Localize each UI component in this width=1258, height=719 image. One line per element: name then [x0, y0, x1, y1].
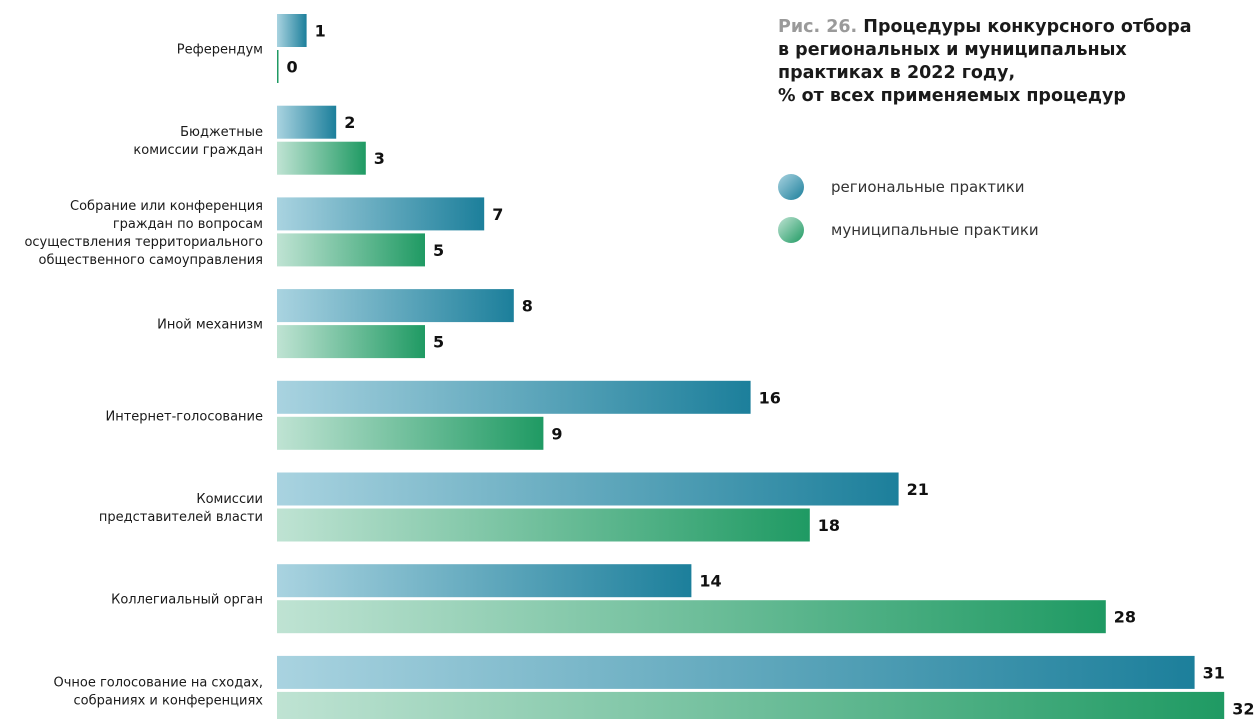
category-label: Бюджетные комиссии граждан: [133, 125, 263, 158]
bar-regional: [277, 105, 337, 139]
category-label: Очное голосование на сходах, собраниях и …: [53, 675, 263, 708]
category-label-line: Иной механизм: [157, 318, 263, 333]
category-label-line: Собрание или конференция: [70, 199, 263, 214]
legend-swatch-municipal: [778, 217, 804, 243]
value-label-municipal: 0: [287, 58, 298, 77]
value-label-municipal: 9: [551, 424, 562, 443]
value-label-municipal: 5: [433, 241, 444, 260]
bar-regional: [277, 289, 514, 323]
category-label-line: комиссии граждан: [133, 143, 263, 158]
bar-regional: [277, 655, 1195, 689]
value-label-regional: 31: [1203, 663, 1225, 682]
value-label-municipal: 32: [1232, 699, 1254, 718]
bar-regional: [277, 564, 692, 598]
value-label-regional: 21: [907, 480, 929, 499]
bar-municipal: [277, 416, 544, 450]
bar-regional: [277, 14, 307, 47]
bar-municipal: [277, 600, 1106, 634]
bar-municipal: [277, 508, 810, 542]
value-label-municipal: 28: [1114, 608, 1136, 627]
category-label-line: Очное голосование на сходах,: [53, 675, 263, 690]
category-label-line: граждан по вопросам: [113, 217, 263, 232]
bars: [277, 14, 1225, 719]
value-labels: 10 23 7 5 8 5 16 9 21 18 14 28 31 32: [287, 22, 1255, 719]
category-label-line: Референдум: [177, 43, 263, 58]
bar-municipal: [277, 325, 425, 359]
bar-municipal: [277, 691, 1225, 719]
category-label-line: осуществления территориального: [24, 235, 263, 250]
bar-municipal: [277, 141, 366, 175]
bar-regional: [277, 380, 751, 414]
bar-regional: [277, 197, 485, 231]
legend-swatch-regional: [778, 174, 804, 200]
value-label-regional: 8: [522, 297, 533, 316]
category-label-line: Интернет-голосование: [105, 409, 263, 424]
value-label-regional: 7: [492, 205, 503, 224]
legend-item-municipal: муниципальные практики: [778, 217, 1039, 243]
title-line-1: Процедуры конкурсного отбора: [863, 17, 1192, 37]
category-label-line: собраниях и конференциях: [74, 693, 264, 708]
value-label-regional: 16: [759, 388, 781, 407]
value-label-regional: 2: [344, 113, 355, 132]
category-label-line: Коллегиальный орган: [111, 593, 263, 608]
bar-municipal: [277, 50, 279, 83]
category-label-line: общественного самоуправления: [39, 253, 264, 268]
category-label: Комиссии представителей власти: [99, 492, 263, 525]
title-line-3: практиках в 2022 году,: [778, 63, 1016, 83]
category-label-line: Комиссии: [196, 492, 263, 507]
category-label: Коллегиальный орган: [111, 593, 263, 608]
value-label-regional: 1: [315, 22, 326, 41]
value-label-municipal: 3: [374, 149, 385, 168]
category-label: Интернет-голосование: [105, 409, 263, 424]
legend-item-regional: региональные практики: [778, 174, 1039, 200]
legend-label-regional: региональные практики: [831, 178, 1025, 196]
bar-regional: [277, 472, 899, 506]
title-line-2: в региональных и муниципальных: [778, 40, 1127, 60]
category-label: Иной механизм: [157, 318, 263, 333]
legend-label-municipal: муниципальные практики: [831, 221, 1039, 239]
value-label-municipal: 5: [433, 333, 444, 352]
value-label-municipal: 18: [818, 516, 840, 535]
bar-municipal: [277, 233, 425, 267]
title-line-4: % от всех применяемых процедур: [778, 86, 1126, 106]
legend: региональные практики муниципальные прак…: [778, 174, 1039, 260]
category-label-line: Бюджетные: [180, 125, 263, 140]
category-label-line: представителей власти: [99, 510, 263, 525]
category-labels: Референдум Бюджетные комиссии граждан Собра…: [24, 43, 263, 709]
chart-title: Рис. 26. Процедуры конкурсного отбора в …: [778, 16, 1256, 108]
figure-number: Рис. 26.: [778, 17, 858, 37]
category-label: Собрание или конференция граждан по вопро…: [24, 199, 263, 268]
category-label: Референдум: [177, 43, 263, 58]
value-label-regional: 14: [699, 572, 721, 591]
